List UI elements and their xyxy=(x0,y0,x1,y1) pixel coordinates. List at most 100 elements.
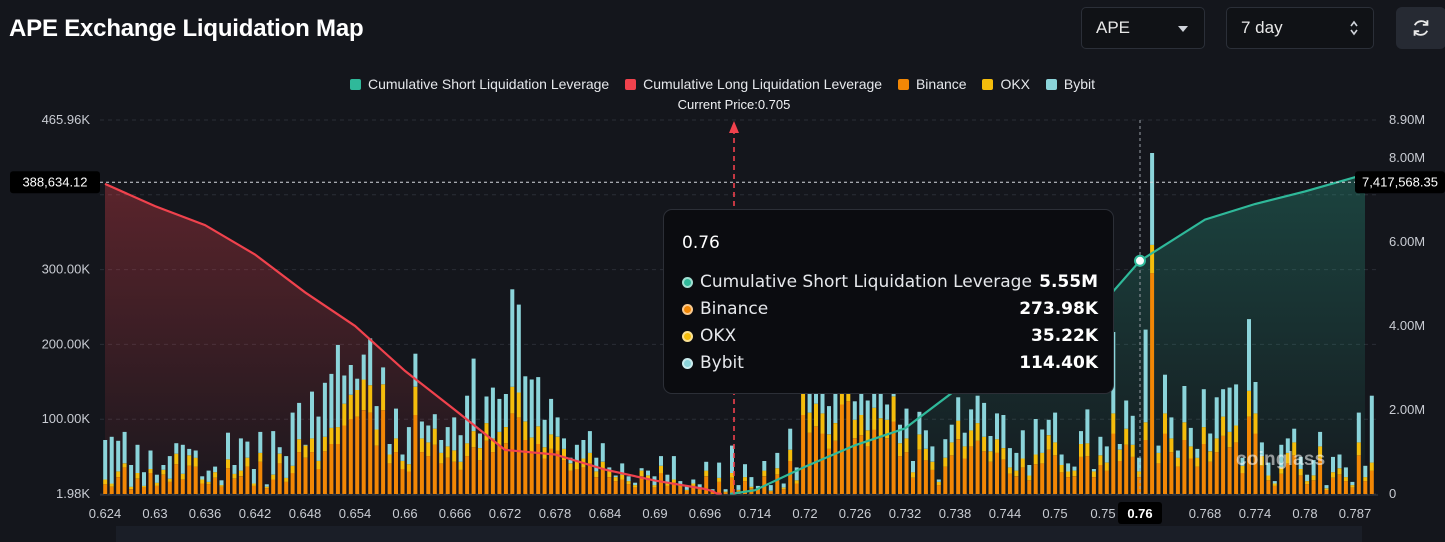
bybit-bar xyxy=(878,389,883,419)
legend-item-okx[interactable]: OKX xyxy=(982,76,1030,92)
bybit-bar xyxy=(1337,454,1342,469)
bybit-bar xyxy=(1305,474,1310,482)
x-tick-label: 0.75 xyxy=(1090,506,1115,521)
x-tick-label: 0.678 xyxy=(539,506,572,521)
bybit-bar xyxy=(426,425,431,443)
time-range-select[interactable]: 7 day xyxy=(1226,7,1374,49)
binance-bar xyxy=(1130,456,1135,494)
binance-bar xyxy=(684,490,689,494)
binance-bar xyxy=(1356,455,1361,494)
okx-bar xyxy=(439,452,444,464)
okx-bar xyxy=(1298,469,1303,476)
binance-bar xyxy=(659,473,663,494)
bybit-bar xyxy=(232,465,237,474)
binance-bar xyxy=(1046,449,1051,494)
legend-item-bybit[interactable]: Bybit xyxy=(1045,76,1095,92)
binance-bar xyxy=(284,481,289,494)
bybit-bar xyxy=(1240,457,1245,466)
bybit-bar xyxy=(510,289,515,387)
x-tick-label: 0.642 xyxy=(239,506,272,521)
okx-bar xyxy=(1259,456,1264,466)
bybit-bar xyxy=(755,485,760,489)
tooltip-dot xyxy=(682,303,693,315)
bybit-bar xyxy=(271,431,276,475)
tooltip-label: Cumulative Short Liquidation Leverage xyxy=(700,272,1032,292)
legend-item-binance[interactable]: Binance xyxy=(897,76,967,92)
binance-bar xyxy=(187,465,192,494)
bybit-bar xyxy=(154,474,159,483)
coin-select[interactable]: APE xyxy=(1081,7,1205,49)
okx-bar xyxy=(529,437,534,453)
binance-bar xyxy=(142,487,146,494)
binance-bar xyxy=(322,451,327,494)
okx-bar xyxy=(1033,454,1038,465)
okx-bar xyxy=(1137,471,1142,477)
binance-bar xyxy=(361,410,366,494)
bybit-bar xyxy=(613,475,618,478)
bybit-bar xyxy=(316,416,321,461)
okx-bar xyxy=(1072,470,1077,477)
okx-bar xyxy=(400,461,405,470)
bybit-bar xyxy=(833,378,838,423)
bybit-bar xyxy=(949,424,954,443)
crosshair-x-box xyxy=(1118,502,1162,524)
legend-item-short-cum[interactable]: Cumulative Short Liquidation Leverage xyxy=(349,76,610,92)
binance-bar xyxy=(1156,463,1161,494)
okx-bar xyxy=(1234,425,1239,443)
x-tick-label: 0.648 xyxy=(289,506,322,521)
binance-bar xyxy=(1253,433,1258,494)
bybit-bar xyxy=(193,450,198,458)
x-tick-label: 0.768 xyxy=(1189,506,1222,521)
bybit-bar xyxy=(1343,467,1348,478)
bybit-bar xyxy=(445,427,450,447)
okx-bar xyxy=(781,487,786,490)
bybit-bar xyxy=(788,428,793,450)
current-price-arrow xyxy=(729,121,739,133)
okx-bar xyxy=(930,461,935,470)
binance-bar xyxy=(193,466,198,494)
bybit-bar xyxy=(1150,153,1155,245)
okx-bar xyxy=(646,475,650,481)
current-price-label: Current Price:0.705 xyxy=(678,97,791,112)
refresh-button[interactable] xyxy=(1396,7,1445,49)
okx-bar xyxy=(129,486,134,490)
binance-bar xyxy=(885,438,890,494)
binance-bar xyxy=(1266,480,1271,494)
bybit-bar xyxy=(1079,431,1083,444)
binance-bar xyxy=(316,469,321,494)
y-left-tick-label: 200.00K xyxy=(42,336,91,351)
okx-bar xyxy=(749,486,754,489)
binance-bar xyxy=(1221,436,1226,494)
binance-bar xyxy=(1150,273,1155,494)
bybit-bar xyxy=(646,470,650,476)
okx-bar xyxy=(1020,458,1025,468)
okx-bar xyxy=(1027,475,1032,481)
binance-bar xyxy=(1343,481,1348,494)
binance-bar xyxy=(562,460,566,494)
okx-bar xyxy=(723,491,728,493)
bybit-bar xyxy=(1285,438,1290,453)
binance-bar xyxy=(1337,474,1342,494)
okx-bar xyxy=(148,469,153,473)
okx-bar xyxy=(1285,452,1290,464)
bybit-bar xyxy=(723,489,728,492)
okx-bar xyxy=(736,490,741,491)
okx-bar xyxy=(1214,438,1219,453)
binance-bar xyxy=(245,466,250,494)
okx-bar xyxy=(1079,444,1083,457)
okx-bar xyxy=(833,423,838,441)
legend-item-long-cum[interactable]: Cumulative Long Liquidation Leverage xyxy=(625,76,882,92)
okx-bar xyxy=(639,470,644,477)
okx-bar xyxy=(1014,470,1019,477)
x-tick-label: 0.624 xyxy=(89,506,122,521)
okx-bar xyxy=(310,438,314,453)
okx-bar xyxy=(516,392,521,418)
okx-bar xyxy=(510,386,515,414)
legend-label: Cumulative Short Liquidation Leverage xyxy=(367,76,610,92)
bybit-bar xyxy=(1182,386,1187,423)
bybit-bar xyxy=(568,457,573,464)
okx-bar xyxy=(478,448,482,461)
bybit-bar xyxy=(303,444,308,446)
tooltip-value: 273.98K xyxy=(1019,299,1098,319)
binance-bar xyxy=(251,485,256,494)
